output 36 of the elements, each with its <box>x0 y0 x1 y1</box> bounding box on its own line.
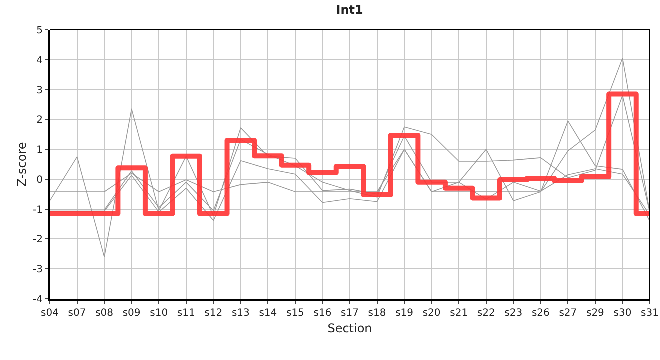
x-tick-label: s29 <box>586 308 604 319</box>
x-tick-label: s04 <box>41 308 59 319</box>
y-tick-label: 0 <box>36 174 43 186</box>
x-tick-label: s17 <box>341 308 359 319</box>
x-tick-label: s19 <box>396 308 414 319</box>
x-tick-label: s08 <box>96 308 114 319</box>
y-tick-label: 1 <box>36 145 43 156</box>
x-tick-label: s16 <box>314 308 332 319</box>
x-tick-label: s11 <box>177 308 196 319</box>
x-tick-label: s26 <box>532 308 550 319</box>
x-tick-label: s15 <box>286 308 304 319</box>
y-tick-label: -2 <box>33 234 43 246</box>
x-axis-title: Section <box>328 321 372 336</box>
x-tick-label: s20 <box>422 308 441 319</box>
y-tick-label: -4 <box>33 294 43 306</box>
x-tick-label: s27 <box>559 308 578 319</box>
x-tick-label: s21 <box>450 308 468 319</box>
x-tick-label: s31 <box>641 308 659 319</box>
x-tick-label: s10 <box>150 308 168 319</box>
x-tick-label: s18 <box>368 308 386 319</box>
y-tick-label: 2 <box>36 115 43 126</box>
x-tick-label: s09 <box>122 308 141 319</box>
y-tick-label: -1 <box>33 204 43 216</box>
x-tick-label: s13 <box>232 308 250 319</box>
y-tick-label: 3 <box>36 85 43 96</box>
y-axis-title: Z-score <box>14 142 29 187</box>
x-tick-label: s12 <box>204 308 223 319</box>
y-tick-label: 5 <box>36 26 43 36</box>
x-tick-label: s14 <box>259 308 278 319</box>
x-tick-label: s30 <box>614 308 632 319</box>
chart-title: Int1 <box>336 2 364 17</box>
y-tick-label: -3 <box>33 264 43 276</box>
x-tick-label: s22 <box>477 308 496 319</box>
x-tick-label: s07 <box>68 308 86 319</box>
x-tick-label: s23 <box>504 308 523 319</box>
y-tick-label: 4 <box>36 55 43 66</box>
